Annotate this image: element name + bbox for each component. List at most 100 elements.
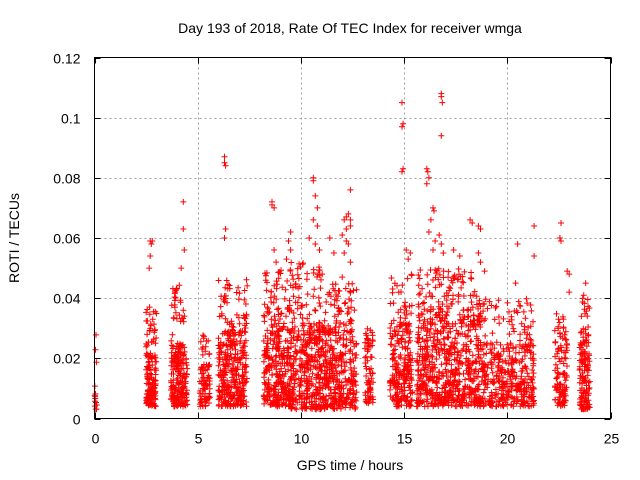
data-point <box>426 329 433 336</box>
data-point <box>486 298 493 305</box>
data-point <box>443 372 450 379</box>
data-point <box>273 370 280 377</box>
data-point <box>405 256 412 263</box>
data-point <box>265 385 272 391</box>
data-point <box>237 338 244 344</box>
data-point <box>221 153 228 160</box>
data-point <box>415 272 422 278</box>
data-point <box>277 316 283 322</box>
data-point <box>229 368 236 374</box>
data-point <box>340 321 347 327</box>
data-point <box>306 311 313 318</box>
data-point <box>177 341 183 347</box>
data-point <box>348 304 355 311</box>
data-point <box>480 308 487 315</box>
data-point <box>399 168 405 175</box>
data-point <box>435 309 442 316</box>
data-point <box>424 396 431 403</box>
data-point <box>347 399 354 406</box>
data-point <box>443 311 449 318</box>
data-point <box>364 325 371 332</box>
data-point <box>146 311 153 318</box>
data-point <box>271 247 278 253</box>
data-point <box>319 385 326 392</box>
data-point <box>262 347 269 354</box>
data-point <box>287 247 294 253</box>
data-point <box>200 332 206 339</box>
data-point <box>269 372 275 378</box>
data-point <box>387 379 393 385</box>
data-point <box>470 377 477 384</box>
data-point <box>353 382 359 389</box>
data-point <box>275 343 282 350</box>
data-point <box>278 310 285 317</box>
data-point <box>267 337 274 343</box>
data-point <box>489 330 496 337</box>
data-point <box>585 362 591 369</box>
data-point <box>426 373 433 380</box>
data-point <box>448 300 455 307</box>
data-point <box>467 292 474 299</box>
data-point <box>224 299 231 306</box>
data-point <box>176 312 183 319</box>
data-point <box>173 285 180 292</box>
data-point <box>299 347 306 354</box>
data-point <box>396 340 402 347</box>
data-point <box>215 396 222 403</box>
data-point <box>586 358 593 365</box>
data-point <box>178 351 184 358</box>
data-point <box>177 318 184 325</box>
data-point <box>241 322 248 329</box>
data-point <box>561 354 568 361</box>
data-point <box>564 342 570 348</box>
data-point <box>331 302 338 309</box>
data-point <box>463 355 470 362</box>
data-point <box>260 312 267 319</box>
data-point <box>506 373 513 380</box>
data-point <box>527 323 534 330</box>
data-point <box>215 402 222 409</box>
data-point <box>367 393 374 400</box>
data-point <box>465 391 472 398</box>
data-point <box>363 373 370 379</box>
data-point <box>442 384 449 391</box>
data-point <box>168 342 175 349</box>
data-point <box>314 372 320 379</box>
data-point <box>179 344 186 351</box>
data-point <box>145 376 152 383</box>
data-point <box>491 352 498 359</box>
data-point <box>306 235 313 241</box>
data-point <box>206 381 213 388</box>
data-point <box>289 319 296 326</box>
data-point <box>365 377 372 384</box>
data-point <box>275 305 282 312</box>
data-point <box>529 367 536 373</box>
data-point <box>422 382 429 388</box>
data-point <box>563 374 570 380</box>
data-point <box>278 394 285 401</box>
data-point <box>337 319 344 326</box>
data-point <box>521 352 528 359</box>
data-point <box>294 265 301 272</box>
data-point <box>316 361 323 368</box>
data-point <box>413 403 420 410</box>
data-point <box>399 99 405 106</box>
data-point <box>240 312 247 319</box>
y-tick-label: 0.1 <box>61 111 81 127</box>
data-point <box>326 235 333 241</box>
data-point <box>169 391 176 398</box>
data-point <box>517 331 524 338</box>
data-point <box>392 346 399 353</box>
data-point <box>457 273 464 280</box>
data-point <box>454 340 460 346</box>
data-point <box>268 322 275 329</box>
data-point <box>351 343 358 350</box>
data-point <box>427 306 434 313</box>
data-point <box>516 302 523 309</box>
data-point <box>465 327 472 334</box>
data-point <box>429 368 436 375</box>
data-point <box>461 331 468 338</box>
data-point <box>223 369 230 376</box>
data-point <box>415 282 422 289</box>
data-point <box>343 226 350 232</box>
